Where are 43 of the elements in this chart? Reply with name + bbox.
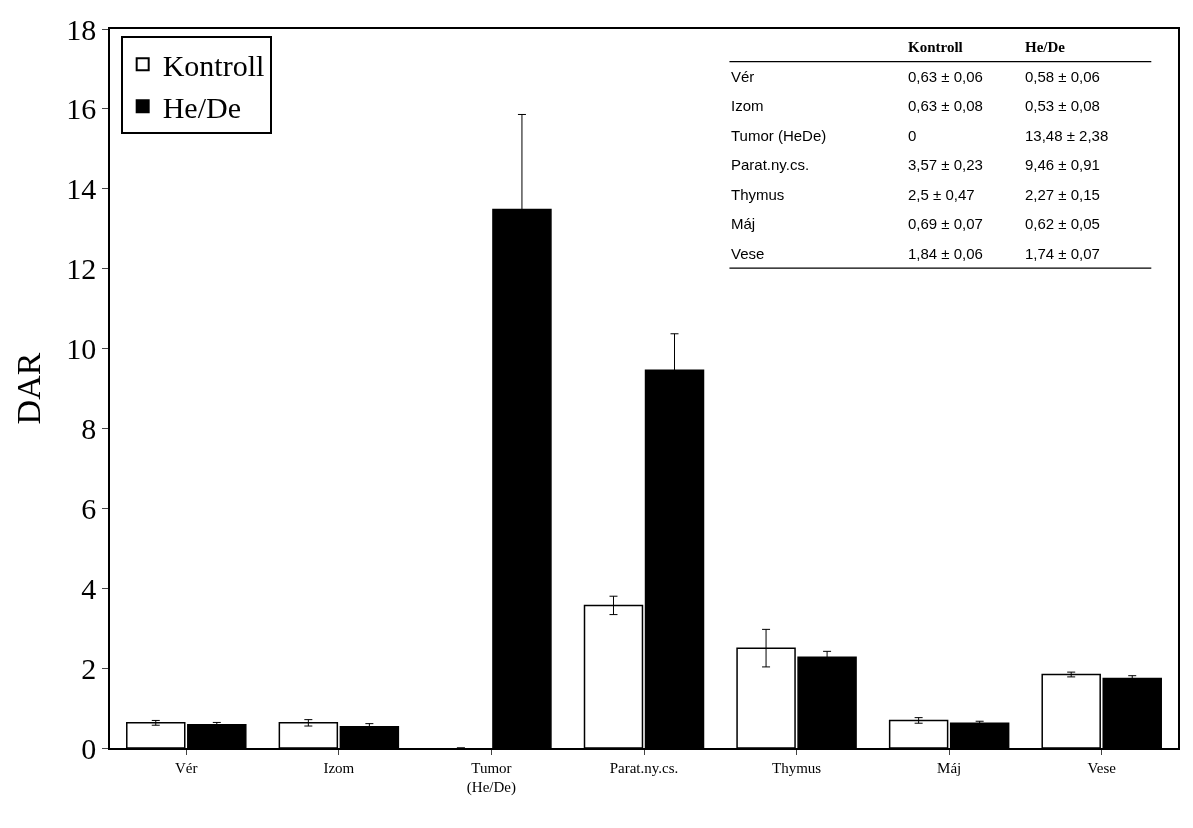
annotation: 1,84 ± 0,06 (908, 245, 983, 262)
annotation: Thymus (731, 186, 785, 203)
annotation: 0,63 ± 0,06 (908, 68, 983, 85)
annotation: 13,48 ± 2,38 (1025, 127, 1109, 144)
y-tick-label: 10 (66, 332, 97, 366)
x-tick-label: Tumor (He/De) (466, 759, 516, 797)
y-tick-label: 6 (81, 491, 97, 525)
y-tick-label: 4 (81, 571, 97, 605)
annotation: 0 (908, 127, 917, 144)
annotation: 0,58 ± 0,06 (1025, 68, 1100, 85)
annotation: 0,53 ± 0,08 (1025, 97, 1100, 114)
annotation: 0,62 ± 0,05 (1025, 215, 1100, 232)
annotation: 9,46 ± 0,91 (1025, 156, 1100, 173)
annotation: Kontroll (908, 39, 963, 55)
annotation: He/De (1025, 39, 1066, 55)
x-tick-label: Parat.ny.cs. (609, 759, 679, 776)
y-tick-label: 14 (66, 172, 97, 206)
annotation: 2,5 ± 0,47 (908, 186, 975, 203)
x-tick-label: Izom (323, 759, 355, 776)
annotation: Vér (731, 68, 755, 85)
annotation: 0,69 ± 0,07 (908, 215, 983, 232)
annotation: Parat.ny.cs. (731, 156, 810, 173)
y-tick-label: 0 (81, 731, 97, 765)
x-tick-label: Vér (175, 759, 198, 776)
legend-label: Kontroll (162, 48, 265, 82)
annotation: Izom (731, 97, 764, 114)
y-axis-title: DAR (10, 352, 48, 425)
x-tick-label: Thymus (771, 759, 822, 776)
y-tick-label: 12 (66, 252, 97, 286)
legend-label: He/De (162, 90, 241, 124)
annotation: 0,63 ± 0,08 (908, 97, 983, 114)
y-tick-label: 2 (81, 651, 97, 685)
annotation: Vese (731, 245, 765, 262)
x-tick-label: Máj (937, 759, 962, 776)
annotation: 2,27 ± 0,15 (1025, 186, 1100, 203)
y-tick-label: 16 (66, 92, 97, 126)
annotation: Máj (731, 215, 756, 232)
annotation: Tumor (HeDe) (731, 127, 827, 144)
y-tick-label: 18 (66, 12, 97, 46)
y-tick-label: 8 (81, 411, 97, 445)
annotation: 1,74 ± 0,07 (1025, 245, 1100, 262)
x-tick-label: Vese (1087, 759, 1117, 776)
annotation: 3,57 ± 0,23 (908, 156, 983, 173)
